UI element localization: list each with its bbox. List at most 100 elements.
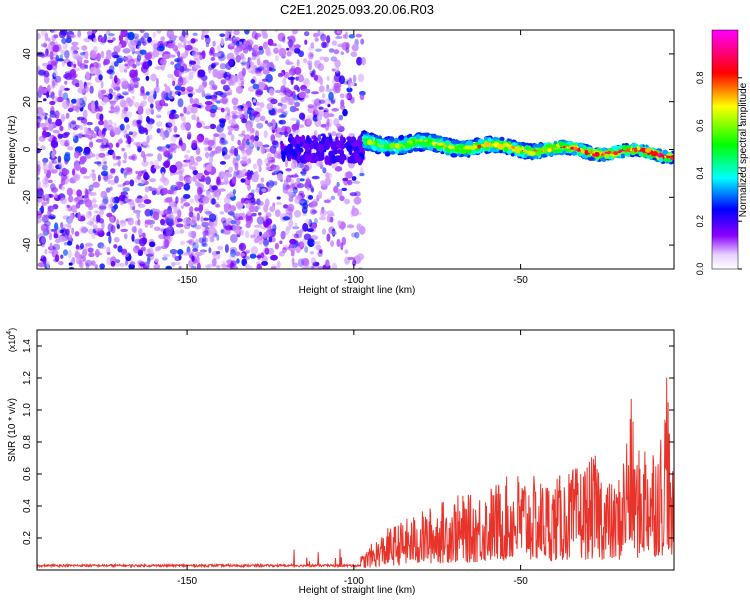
heatmap-cell [287,76,296,81]
heatmap-cell [228,205,237,212]
heatmap-cell [351,136,356,144]
heatmap-cell [300,134,306,143]
heatmap-cell [37,142,40,147]
heatmap-cell [279,240,283,245]
heatmap-cell [60,116,66,120]
heatmap-cell [156,30,162,34]
heatmap-cell [177,98,184,108]
heatmap-cell [339,195,345,202]
heatmap-cell [291,123,300,131]
heatmap-cell [47,37,51,42]
heatmap-cell [134,102,140,108]
heatmap-cell [241,168,247,174]
heatmap-cell [96,161,102,167]
heatmap-cell [223,196,231,204]
heatmap-cell [48,179,53,184]
heatmap-cell [241,56,246,62]
heatmap-cell [227,126,234,132]
heatmap-cell [196,262,201,269]
heatmap-cell [72,51,79,56]
heatmap-cell [249,253,257,259]
heatmap-cell [298,50,305,58]
heatmap-cell [167,110,171,116]
heatmap-cell [223,204,230,213]
heatmap-cell [295,76,299,81]
heatmap-cell [314,137,318,143]
heatmap-cell [345,47,350,54]
heatmap-cell [126,32,131,39]
heatmap-cell [344,92,353,100]
heatmap-cell [335,65,340,73]
heatmap-cell [318,106,324,110]
heatmap-cell [261,261,269,266]
heatmap-cell [167,118,176,128]
heatmap-cell [196,116,200,125]
heatmap-cell [463,146,468,150]
heatmap-cell [41,130,48,139]
heatmap-cell [136,174,142,181]
heatmap-cell [237,39,244,46]
heatmap-cell [58,89,62,97]
heatmap-cell [160,228,165,233]
heatmap-cell [176,66,184,74]
heatmap-cell [103,161,107,165]
heatmap-cell [237,139,241,146]
heatmap-cell [113,61,119,67]
heatmap-cell [86,31,93,36]
heatmap-cell [277,72,283,78]
heatmap-cell [340,51,344,56]
heatmap-cell [78,259,83,268]
heatmap-cell [267,38,274,46]
heatmap-cell [584,149,589,156]
heatmap-cell [55,164,62,170]
heatmap-cell [75,202,81,209]
heatmap-cell [369,132,374,136]
heatmap-cell [94,106,101,112]
heatmap-cell [112,84,120,89]
heatmap-cell [448,145,455,149]
heatmap-cell [412,147,420,152]
heatmap-cell [209,47,215,54]
heatmap-cell [288,174,294,178]
heatmap-cell [60,221,64,230]
heatmap-cell [69,212,74,221]
multiplier-exponent: 4 [6,331,13,335]
heatmap-cell [587,156,594,161]
heatmap-cell [305,178,312,188]
heatmap-cell [310,235,319,241]
heatmap-cell [41,214,50,223]
heatmap-cell [192,169,198,176]
heatmap-cell [124,233,128,240]
heatmap-cell [305,120,309,126]
heatmap-cell [137,195,143,199]
heatmap-cell [112,127,120,133]
heatmap-cell [110,196,114,205]
heatmap-cell [246,124,250,132]
heatmap-cell [366,145,372,149]
heatmap-cell [230,110,239,115]
heatmap-cell [120,191,127,197]
heatmap-cell [430,133,437,139]
heatmap-cell [127,217,134,226]
heatmap-cell [316,114,323,121]
heatmap-cell [562,150,567,154]
heatmap-cell [209,80,215,87]
heatmap-cell [493,137,500,141]
heatmap-cell [135,60,141,67]
heatmap-cell [607,150,612,154]
heatmap-cell [66,240,73,246]
heatmap-cell [236,154,241,161]
colorbar-tick-label: 0.4 [695,167,705,180]
heatmap-cell [304,246,308,253]
heatmap-cell [55,118,63,127]
heatmap-cell [177,249,184,255]
heatmap-cell [341,236,346,246]
heatmap-cell [163,150,171,158]
heatmap-cell [41,201,47,206]
heatmap-cell [78,199,86,205]
heatmap-cell [150,103,154,109]
heatmap-cell [230,134,235,142]
heatmap-cell [216,234,220,241]
heatmap-cell [271,140,279,146]
heatmap-cell [121,147,125,152]
